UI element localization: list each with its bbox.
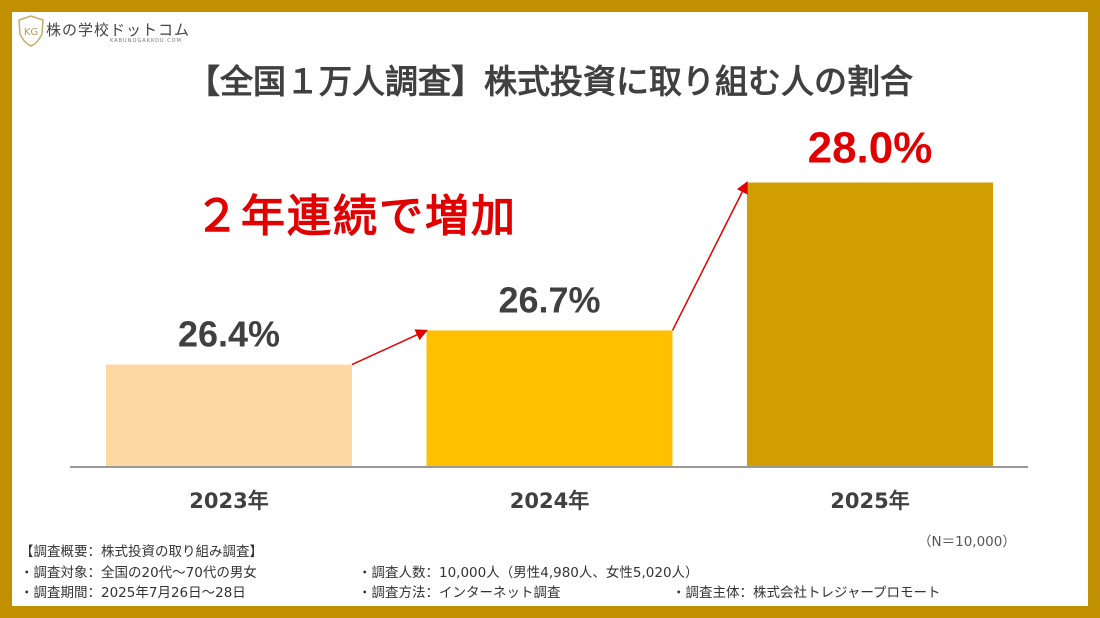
bar-2025年	[747, 182, 993, 467]
data-label: 26.4%	[178, 314, 280, 355]
note-period: ・調査期間：2025年7月26日～28日	[20, 585, 246, 601]
svg-text:KG: KG	[24, 27, 38, 38]
note-count: ・調査人数：10,000人（男性4,980人、女性5,020人）	[358, 565, 699, 581]
logo-name: 株の学校ドットコム	[46, 21, 191, 39]
data-label: 26.7%	[498, 279, 600, 320]
increase-arrow	[671, 181, 748, 331]
sample-size: （N＝10,000）	[918, 534, 1016, 550]
bar-2023年	[106, 364, 352, 467]
notes-heading: 【調査概要：株式投資の取り組み調査】	[20, 544, 263, 560]
increase-arrow	[351, 329, 428, 366]
x-tick-label: 2023年	[189, 489, 268, 513]
note-method: ・調査方法：インターネット調査	[358, 585, 561, 601]
x-tick-label: 2024年	[510, 489, 589, 513]
x-tick-label: 2025年	[830, 489, 909, 513]
data-label: 28.0%	[808, 124, 933, 173]
bar-2024年	[426, 330, 673, 467]
headline: ２年連続で増加	[195, 191, 517, 242]
note-organizer: ・調査主体：株式会社トレジャープロモート	[672, 585, 941, 601]
logo-shield-icon: KG	[18, 15, 44, 47]
logo-url: KABUNOGAKKOU.COM	[110, 38, 182, 44]
note-target: ・調査対象：全国の20代～70代の男女	[20, 565, 257, 581]
page-title: 【全国１万人調査】株式投資に取り組む人の割合	[187, 62, 913, 101]
